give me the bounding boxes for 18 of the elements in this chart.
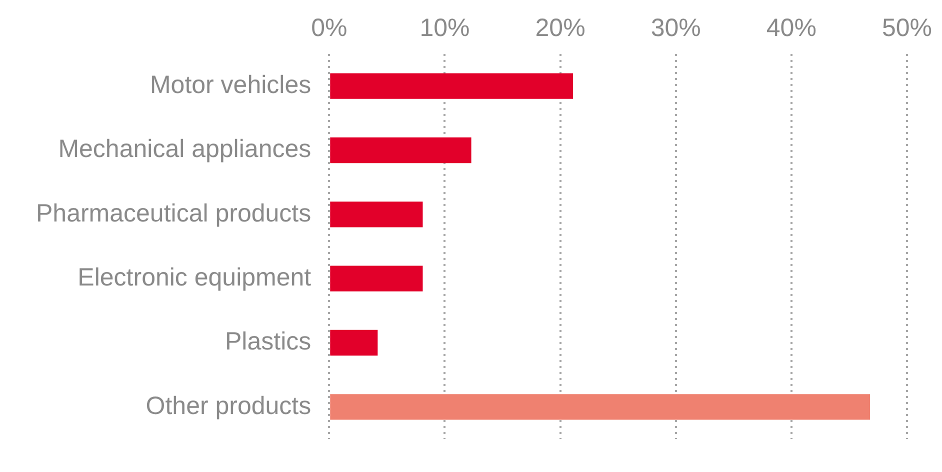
x-tick-label: 20% bbox=[535, 14, 586, 42]
x-tick-label: 40% bbox=[766, 14, 816, 42]
bar bbox=[330, 394, 870, 420]
y-tick-label: Pharmaceutical products bbox=[36, 199, 312, 228]
x-tick-label: 50% bbox=[882, 14, 932, 42]
bar bbox=[330, 73, 573, 99]
y-tick-label: Other products bbox=[146, 392, 312, 420]
y-tick-label: Electronic equipment bbox=[78, 263, 312, 292]
bar bbox=[330, 330, 378, 356]
bar bbox=[330, 202, 423, 228]
bar bbox=[330, 137, 472, 164]
y-tick-label: Plastics bbox=[224, 328, 312, 356]
x-tick-label: 0% bbox=[311, 14, 348, 42]
x-tick-label: 10% bbox=[420, 14, 470, 42]
x-tick-label: 30% bbox=[650, 14, 701, 42]
bar bbox=[330, 266, 423, 292]
y-tick-label: Mechanical appliances bbox=[58, 135, 312, 164]
y-tick-label: Motor vehicles bbox=[150, 70, 312, 99]
